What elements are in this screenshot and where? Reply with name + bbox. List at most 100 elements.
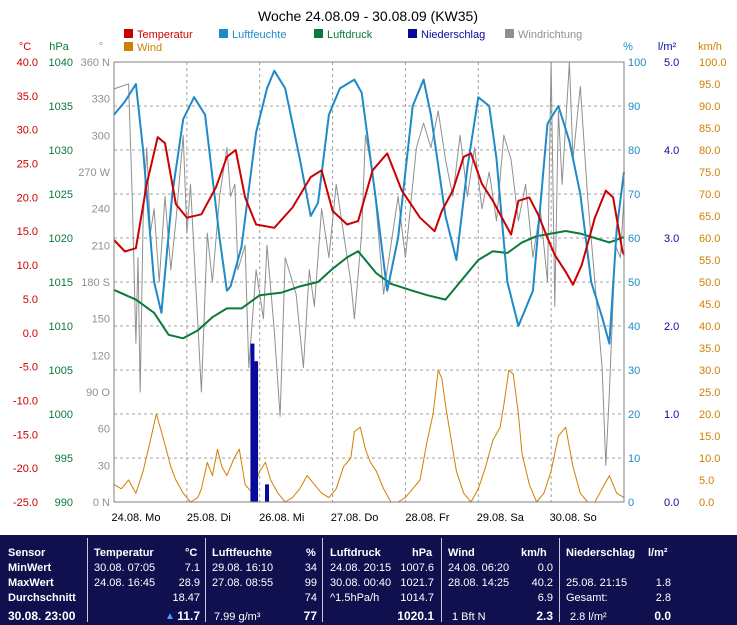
tick-label-pressure: 1000 — [49, 409, 73, 421]
wind-bft: 1 Bft N — [452, 611, 486, 623]
x-tick-label: 29.08. Sa — [477, 512, 525, 524]
tick-label-pressure: 1040 — [49, 57, 73, 69]
tick-label-humidity: 60 — [628, 233, 640, 245]
rain-max-time: 25.08. 21:15 — [566, 577, 628, 589]
rain-bar — [250, 343, 255, 502]
tick-label-direction: 270 W — [78, 167, 110, 179]
tick-label-temperature: 15.0 — [17, 226, 38, 238]
tick-label-pressure: 1020 — [49, 233, 73, 245]
press-max-time: 30.08. 00:40 — [330, 577, 392, 589]
tick-label-temperature: 20.0 — [17, 192, 38, 204]
tick-label-direction: 330 — [92, 94, 110, 106]
tick-label-humidity: 40 — [628, 321, 640, 333]
hum-min-value: 34 — [304, 562, 317, 574]
x-tick-label: 27.08. Do — [331, 512, 379, 524]
tick-label-wind: 70.0 — [699, 189, 720, 201]
tick-label-wind: 80.0 — [699, 145, 720, 157]
separator — [205, 538, 206, 622]
axis-ticks: 40.0 35.0 30.0 25.0 20.0 15.0 10.0 5.0 0.0 -5.0 -1… — [13, 57, 727, 524]
tick-label-direction: 180 S — [81, 277, 110, 289]
legend-label: Temperatur — [137, 29, 193, 41]
header-niederschlag: Niederschlag — [566, 547, 636, 559]
x-tick-label: 25.08. Di — [187, 512, 231, 524]
wind-avg-value: 6.9 — [537, 592, 553, 604]
legend-swatch — [505, 29, 514, 38]
legend-label: Wind — [137, 42, 162, 54]
tick-label-humidity: 30 — [628, 365, 640, 377]
separator — [87, 538, 88, 622]
tick-label-wind: 15.0 — [699, 431, 720, 443]
tick-label-rain: 4.0 — [664, 145, 679, 157]
axis-unit-temperature: °C — [19, 41, 31, 53]
header-press-unit: hPa — [412, 547, 433, 559]
tick-label-humidity: 0 — [628, 497, 634, 509]
wind-min-time: 24.08. 06:20 — [448, 562, 510, 574]
rain-total-value: 2.8 — [655, 592, 671, 604]
tick-label-wind: 55.0 — [699, 255, 720, 267]
legend-label: Luftdruck — [327, 29, 373, 41]
tick-label-temperature: 10.0 — [17, 260, 38, 272]
header-luftfeuchte: Luftfeuchte — [212, 547, 272, 559]
axis-unit-humidity: % — [623, 41, 633, 53]
tick-label-temperature: 40.0 — [17, 57, 38, 69]
tick-label-direction: 210 — [92, 240, 110, 252]
label-durchschnitt: Durchschnitt — [8, 592, 76, 604]
tick-label-pressure: 1025 — [49, 189, 73, 201]
hum-max-time: 27.08. 08:55 — [212, 577, 274, 589]
axis-unit-wind: km/h — [698, 41, 722, 53]
press-current-value: 1020.1 — [397, 609, 434, 623]
weather-chart: Woche 24.08.09 - 30.08.09 (KW35) Tempera… — [13, 8, 727, 524]
tick-label-direction: 300 — [92, 130, 110, 142]
series-luftfeuchte — [113, 69, 625, 345]
tick-label-temperature: -15.0 — [13, 429, 38, 441]
hum-max-value: 99 — [304, 577, 317, 589]
tick-label-humidity: 90 — [628, 101, 640, 113]
axis-unit-pressure: hPa — [49, 41, 69, 53]
label-current-time: 30.08. 23:00 — [8, 609, 76, 623]
header-luftdruck: Luftdruck — [330, 547, 381, 559]
tick-label-humidity: 80 — [628, 145, 640, 157]
tick-label-temperature: -25.0 — [13, 497, 38, 509]
wind-max-time: 28.08. 14:25 — [448, 577, 510, 589]
separator — [559, 538, 560, 622]
header-rain-unit: l/m² — [648, 547, 668, 559]
chart-legend: Temperatur Luftfeuchte Luftdruck Niederschl… — [124, 29, 582, 54]
tick-label-direction: 120 — [92, 350, 110, 362]
tick-label-direction: 60 — [98, 424, 110, 436]
rain-bar — [254, 361, 259, 502]
tick-label-direction: 240 — [92, 204, 110, 216]
tick-label-pressure: 1030 — [49, 145, 73, 157]
tick-label-wind: 100.0 — [699, 57, 727, 69]
tick-label-wind: 35.0 — [699, 343, 720, 355]
header-sensor: Sensor — [8, 547, 46, 559]
legend-label: Luftfeuchte — [232, 29, 286, 41]
header-wind: Wind — [448, 547, 475, 559]
tick-label-wind: 25.0 — [699, 387, 720, 399]
hum-min-time: 29.08. 16:10 — [212, 562, 274, 574]
x-tick-label: 28.08. Fr — [405, 512, 449, 524]
header-wind-unit: km/h — [521, 547, 547, 559]
tick-label-temperature: 30.0 — [17, 125, 38, 137]
tick-label-pressure: 995 — [55, 453, 73, 465]
press-trend: ^1.5hPa/h — [330, 592, 380, 604]
hum-avg-value: 74 — [304, 592, 317, 604]
hum-absolute: 7.99 g/m³ — [214, 611, 261, 623]
tick-label-direction: 90 O — [86, 387, 110, 399]
tick-label-wind: 30.0 — [699, 365, 720, 377]
stats-table: Sensor MinWert MaxWert Durchschnitt 30.0… — [0, 535, 737, 625]
tick-label-pressure: 1005 — [49, 365, 73, 377]
hum-current-value: 77 — [303, 609, 317, 623]
tick-label-wind: 90.0 — [699, 101, 720, 113]
tick-label-wind: 95.0 — [699, 79, 720, 91]
rain-bar — [265, 484, 269, 502]
rain-now-small: 2.8 l/m² — [570, 611, 607, 623]
header-temp-unit: °C — [185, 547, 198, 559]
tick-label-humidity: 20 — [628, 409, 640, 421]
axis-units: °C hPa °% l/m² km/h — [19, 41, 722, 53]
x-tick-label: 24.08. Mo — [112, 512, 161, 524]
tick-label-rain: 0.0 — [664, 497, 679, 509]
tick-label-wind: 40.0 — [699, 321, 720, 333]
tick-label-humidity: 10 — [628, 453, 640, 465]
header-hum-unit: % — [306, 547, 316, 559]
temp-min-value: 7.1 — [184, 562, 200, 574]
